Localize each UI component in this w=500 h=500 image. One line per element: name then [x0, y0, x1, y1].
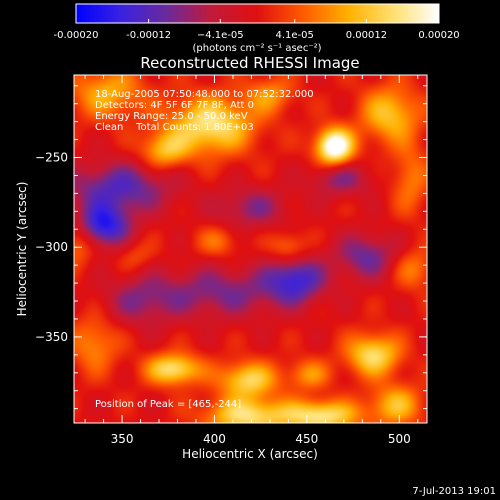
colorbar: -0.00020 -0.00012 −4.1e-05 4.1e-05 0.00012 0.… — [54, 3, 460, 54]
y-tick-label: −250 — [35, 151, 68, 165]
colorbar-unit-label: (photons cm⁻² s⁻¹ asec⁻²) — [192, 43, 321, 54]
annotation-clean-counts: Clean Total Counts: 1.80E+03 — [95, 122, 254, 133]
x-tick-label: 400 — [203, 432, 226, 446]
plot-frame — [73, 74, 428, 424]
plot-area: 350 400 450 500 −250 −300 −350 — [35, 74, 428, 446]
axis-ticks: 350 400 450 500 −250 −300 −350 — [35, 75, 427, 446]
y-tick-label: −300 — [35, 240, 68, 254]
x-tick-label: 500 — [388, 432, 411, 446]
colorbar-tick-label: 4.1e-05 — [276, 30, 314, 41]
heatmap-image — [74, 75, 427, 423]
x-tick-label: 350 — [111, 432, 134, 446]
x-axis-title: Heliocentric X (arcsec) — [182, 447, 318, 461]
x-tick-label: 450 — [295, 432, 318, 446]
y-axis-title: Heliocentric Y (arcsec) — [15, 182, 29, 317]
colorbar-tick-label: 0.00020 — [418, 30, 459, 41]
colorbar-ticks: -0.00020 -0.00012 −4.1e-05 4.1e-05 0.00012 0.… — [54, 19, 460, 41]
chart-title: Reconstructed RHESSI Image — [140, 54, 359, 72]
annotation-time-range: 18-Aug-2005 07:50:48.000 to 07:52:32.000 — [95, 89, 314, 100]
annotation-peak-position: Position of Peak = [465,-244] — [95, 399, 241, 410]
colorbar-tick-label: -0.00020 — [54, 30, 99, 41]
annotations: 18-Aug-2005 07:50:48.000 to 07:52:32.000… — [95, 89, 314, 410]
colorbar-tick-label: −4.1e-05 — [197, 30, 244, 41]
annotation-detectors: Detectors: 4F 5F 6F 7F 8F, Att 0 — [95, 100, 254, 111]
colorbar-tick-label: 0.00012 — [346, 30, 387, 41]
colorbar-gradient — [75, 3, 440, 24]
colorbar-tick-label: -0.00012 — [126, 30, 171, 41]
y-tick-label: −350 — [35, 330, 68, 344]
footer-timestamp: 7-Jul-2013 19:01 — [412, 486, 496, 497]
annotation-energy-range: Energy Range: 25.0 - 50.0 keV — [95, 111, 248, 122]
